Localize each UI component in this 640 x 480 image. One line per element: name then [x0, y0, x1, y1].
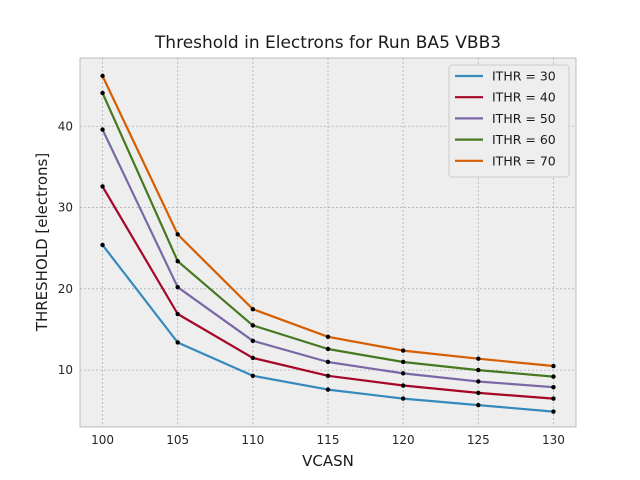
series-group	[100, 73, 556, 414]
data-point	[175, 258, 180, 264]
legend-box	[448, 64, 570, 178]
y-axis-label: THRESHOLD [electrons]	[33, 153, 51, 332]
data-point	[175, 311, 180, 317]
y-tick-label: 40	[58, 119, 73, 133]
data-point	[551, 409, 556, 414]
data-point	[476, 390, 481, 396]
data-point	[175, 340, 180, 345]
data-point	[325, 346, 331, 352]
data-point	[100, 127, 105, 132]
data-point	[100, 242, 105, 248]
data-point	[175, 232, 180, 237]
data-point	[250, 323, 256, 328]
tick-labels: 100 105 110 115 120 125 130 10 20 30 40	[58, 119, 565, 447]
data-point	[400, 359, 406, 365]
data-point	[325, 334, 331, 339]
data-point	[400, 383, 406, 388]
data-point	[100, 73, 105, 79]
data-point	[400, 396, 406, 401]
legend-label: ITHR = 30	[492, 69, 556, 84]
data-point	[400, 348, 406, 353]
data-point	[551, 384, 556, 390]
data-point	[476, 402, 481, 408]
data-point	[476, 356, 481, 361]
y-tick-label: 10	[58, 363, 73, 377]
data-point	[551, 396, 556, 401]
data-point	[400, 371, 406, 376]
legend-label: ITHR = 50	[492, 111, 556, 126]
x-tick-label: 130	[542, 433, 565, 447]
x-tick-label: 110	[241, 433, 264, 447]
chart-title: Threshold in Electrons for Run BA5 VBB3	[154, 33, 501, 53]
data-point	[476, 367, 481, 373]
data-point	[250, 355, 256, 361]
x-tick-label: 115	[317, 433, 340, 447]
data-point	[100, 90, 105, 96]
x-tick-label: 125	[467, 433, 490, 447]
data-point	[100, 184, 105, 189]
data-point	[175, 285, 180, 290]
x-tick-label: 120	[392, 433, 415, 447]
grid	[80, 58, 576, 427]
data-point	[551, 374, 556, 379]
data-point	[551, 363, 556, 369]
data-point	[325, 373, 331, 378]
legend: ITHR = 30 ITHR = 40 ITHR = 50 ITHR = 60 ITHR…	[448, 64, 570, 178]
legend-label: ITHR = 70	[492, 153, 556, 168]
data-point	[250, 338, 256, 344]
y-tick-label: 30	[58, 201, 73, 215]
data-point	[325, 359, 331, 365]
x-tick-label: 105	[166, 433, 189, 447]
data-point	[250, 373, 256, 378]
y-tick-label: 20	[58, 282, 73, 296]
data-point	[325, 387, 331, 392]
data-point	[250, 306, 256, 312]
data-point	[476, 379, 481, 384]
x-tick-label: 100	[91, 433, 114, 447]
x-axis-label: VCASN	[302, 452, 354, 470]
legend-label: ITHR = 40	[492, 90, 556, 105]
legend-label: ITHR = 60	[492, 132, 556, 147]
